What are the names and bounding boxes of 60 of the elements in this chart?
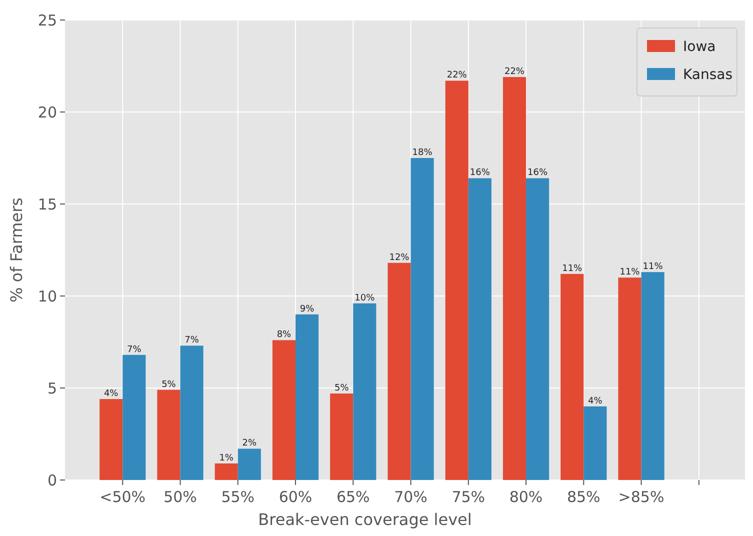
bar [502,77,526,480]
y-axis-title: % of Farmers [7,198,26,302]
data-label: 7% [184,336,200,346]
bar [353,303,376,480]
data-label: 10% [354,293,376,304]
bar [296,314,319,480]
x-axis-title: Break-even coverage level [258,510,472,529]
x-tick-label: 80% [509,488,543,506]
x-tick-label: 85% [566,488,600,506]
data-label: 1% [219,453,234,464]
data-label: 22% [504,67,525,78]
bar [584,406,607,480]
x-tick-label: 70% [394,488,428,506]
x-tick-label: 60% [278,488,312,506]
bar [157,390,180,480]
x-tick-label: 75% [452,488,486,506]
x-tick-label: >85% [618,488,664,506]
bar [641,272,664,480]
y-tick-label: 10 [38,287,57,306]
x-tick-label: 65% [336,488,370,506]
x-tick-label: 55% [221,488,255,506]
data-label: 16% [528,168,548,178]
data-label: 5% [162,380,176,390]
y-tick-label: 5 [47,379,57,398]
data-label: 16% [470,168,490,178]
bar [238,448,261,480]
data-label: 11% [642,262,664,272]
legend-label: Iowa [683,39,716,55]
x-tick-label: 50% [164,488,197,506]
data-label: 12% [389,252,410,263]
y-tick-label: 20 [38,103,57,122]
bar [122,354,146,480]
data-label: 11% [562,264,583,274]
data-label: 2% [242,438,257,449]
data-label: 18% [412,148,433,158]
data-label: 5% [334,384,350,394]
bar [526,178,550,480]
bar [468,178,492,480]
y-tick-label: 25 [38,11,57,30]
y-tick-label: 0 [47,471,57,490]
y-tick-label: 15 [38,195,57,214]
bar [330,394,354,480]
bar [445,80,468,480]
bar [618,278,642,480]
bar [214,463,238,480]
data-label: 4% [588,396,603,406]
bar [560,274,584,480]
bar [410,158,434,480]
data-label: 9% [300,304,315,314]
data-label: 22% [446,70,468,81]
bar [388,262,411,480]
legend-label: Kansas [683,67,733,83]
data-label: 4% [104,389,119,400]
data-label: 8% [276,330,292,340]
bar [180,346,204,480]
data-label: 7% [127,344,142,355]
data-label: 11% [620,268,640,278]
bar [272,340,296,480]
x-tick-label: <50% [100,488,146,506]
bar [100,399,123,480]
